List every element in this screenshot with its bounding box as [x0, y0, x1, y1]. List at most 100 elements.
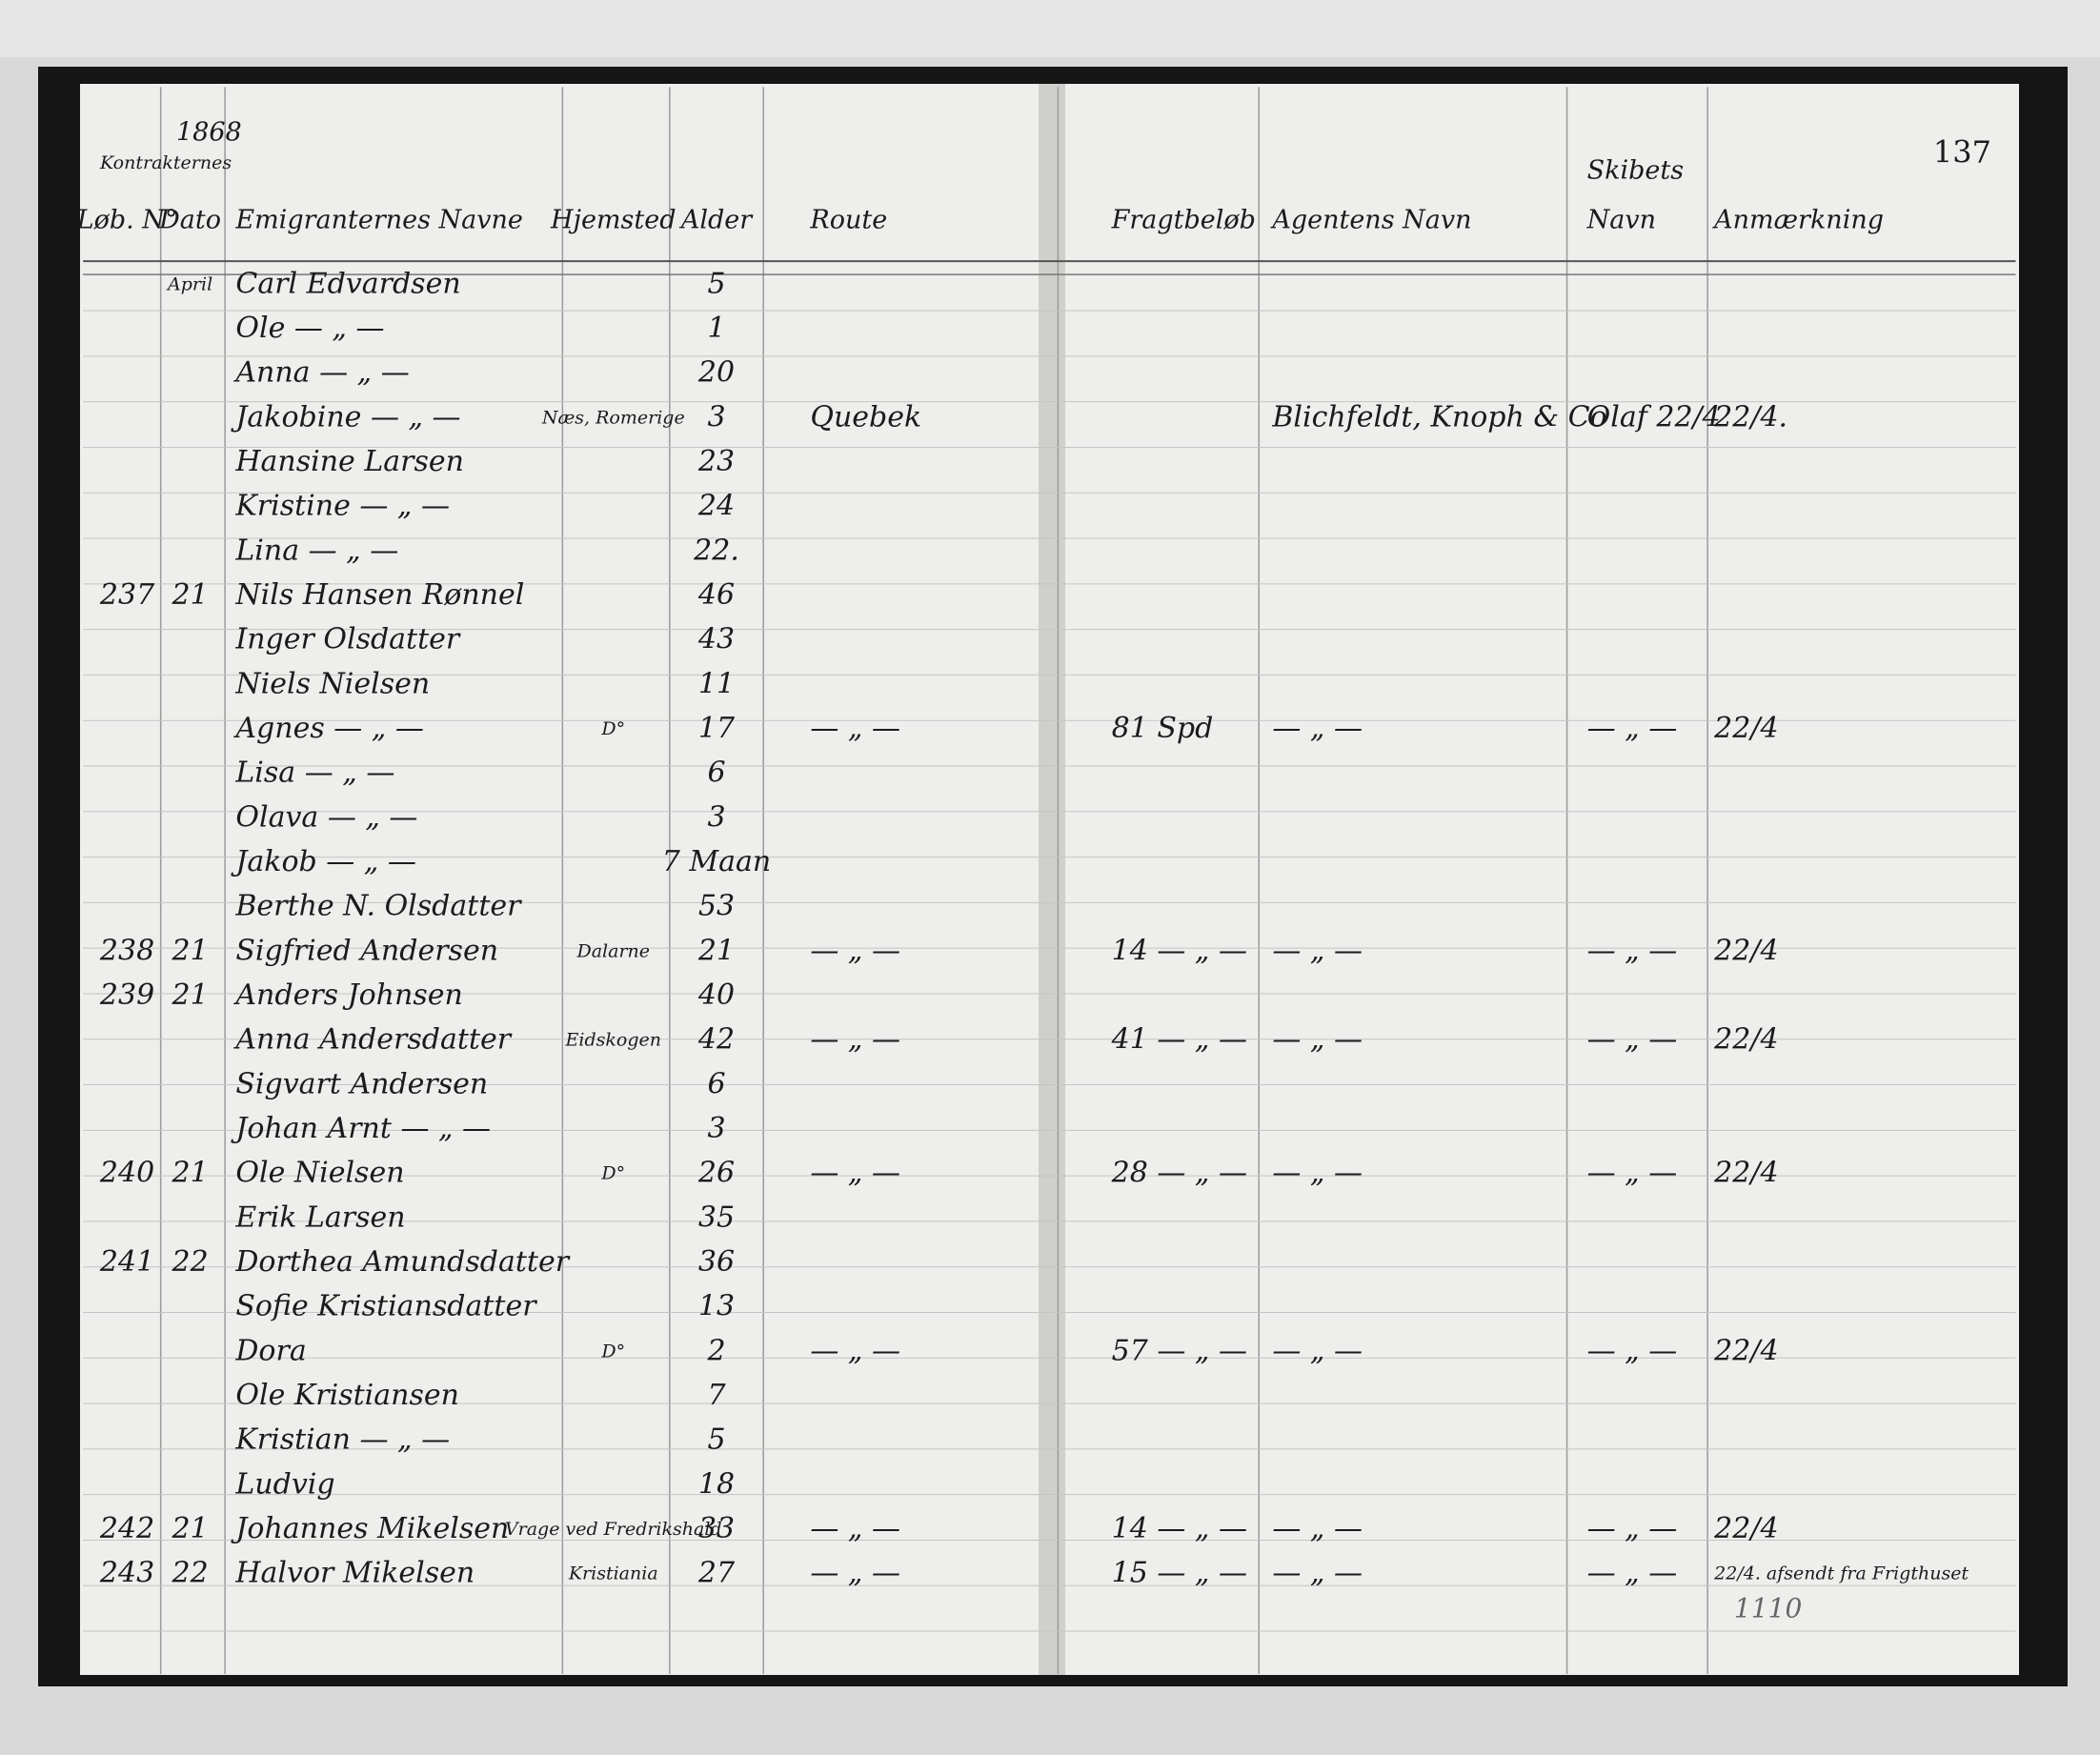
cell-age: 6: [707, 1067, 725, 1100]
cell-agent: Blichfeldt, Knoph & Co: [1271, 400, 1606, 434]
cell-age: 21: [697, 934, 735, 967]
cell-ship: — „ —: [1587, 1157, 1678, 1190]
cell-remarks: 22/4: [1713, 1512, 1778, 1545]
cell-name: Kristian — „ —: [234, 1423, 450, 1457]
cell-age: 11: [698, 667, 735, 700]
cell-home: Dalarne: [576, 940, 651, 961]
cell-name: Nils Hansen Rønnel: [234, 578, 524, 612]
year: 1868: [176, 118, 242, 148]
cell-name: Olava — „ —: [235, 800, 417, 834]
column-header: Agentens Navn: [1269, 205, 1471, 234]
cell-remarks: 22/4: [1713, 934, 1778, 967]
cell-name: Halvor Mikelsen: [234, 1557, 475, 1590]
cell-route: — „ —: [810, 1557, 900, 1590]
cell-name: Niels Nielsen: [234, 667, 430, 700]
cell-freight: 15 — „ —: [1112, 1557, 1247, 1590]
top-strip: [0, 0, 2100, 57]
cell-route: — „ —: [810, 1157, 900, 1190]
cell-remarks: 22/4.: [1713, 400, 1787, 434]
cell-date: April: [166, 273, 212, 294]
page-number: 137: [1933, 134, 1991, 171]
cell-ship: — „ —: [1587, 1023, 1678, 1057]
pencil-note: 1110: [1734, 1593, 1802, 1624]
cell-name: Hansine Larsen: [234, 445, 464, 478]
cell-name: Sofie Kristiansdatter: [235, 1290, 537, 1323]
cell-name: Kristine — „ —: [234, 490, 450, 523]
cell-route: — „ —: [810, 1023, 900, 1057]
cell-route: — „ —: [810, 1334, 900, 1367]
cell-freight: 28 — „ —: [1111, 1157, 1247, 1190]
cell-age: 5: [707, 1423, 725, 1457]
cell-name: Dora: [234, 1334, 306, 1367]
cell-age: 5: [707, 267, 725, 300]
cell-freight: 57 — „ —: [1112, 1334, 1247, 1367]
cell-age: 3: [707, 1112, 725, 1145]
column-header: Anmærkning: [1711, 205, 1884, 234]
cell-agent: — „ —: [1272, 934, 1363, 967]
column-header: Emigranternes Navne: [234, 205, 523, 234]
column-header: Skibets: [1587, 155, 1684, 185]
cell-name: Carl Edvardsen: [235, 267, 460, 300]
cell-remarks: 22/4. afsendt fra Frigthuset: [1713, 1563, 1969, 1584]
cell-route: — „ —: [810, 712, 900, 745]
cell-agent: — „ —: [1272, 1557, 1363, 1590]
cell-agent: — „ —: [1272, 1157, 1363, 1190]
cell-freight: 14 — „ —: [1112, 1512, 1247, 1545]
cell-home: Vrage ved Fredrikshald: [505, 1519, 722, 1540]
cell-agent: — „ —: [1272, 712, 1363, 745]
cell-age: 33: [698, 1512, 735, 1545]
cell-freight: 41 — „ —: [1111, 1023, 1247, 1057]
column-header: Fragtbeløb: [1111, 205, 1256, 234]
cell-home: D°: [600, 1163, 625, 1184]
cell-date: 22: [172, 1557, 209, 1590]
cell-ship: — „ —: [1587, 934, 1678, 967]
cell-name: Erik Larsen: [234, 1200, 405, 1234]
cell-home: Næs, Romerige: [541, 407, 685, 428]
cell-remarks: 22/4: [1713, 1334, 1778, 1367]
cell-age: 23: [697, 445, 735, 478]
cell-name: Johan Arnt — „ —: [230, 1112, 491, 1145]
cell-age: 46: [697, 578, 735, 612]
cell-age: 40: [697, 978, 735, 1012]
cell-ship: — „ —: [1587, 1512, 1678, 1545]
ruling: [83, 87, 2016, 1675]
cell-age: 20: [697, 356, 735, 390]
cell-lot: 242: [99, 1512, 154, 1545]
column-header: Dato: [158, 205, 221, 234]
cell-route: — „ —: [810, 934, 900, 967]
cell-name: Sigvart Andersen: [235, 1067, 488, 1100]
cell-lot: 240: [99, 1157, 154, 1190]
cell-age: 17: [698, 712, 736, 745]
cell-age: 1: [707, 312, 725, 345]
cell-freight: 14 — „ —: [1112, 934, 1247, 967]
cell-home: Kristiania: [568, 1563, 658, 1584]
cell-age: 22.: [693, 534, 739, 567]
cell-name: Jakob — „ —: [230, 845, 416, 878]
cell-age: 35: [698, 1200, 735, 1234]
cell-lot: 238: [99, 934, 154, 967]
cell-home: D°: [600, 718, 625, 739]
cell-remarks: 22/4: [1713, 1023, 1778, 1057]
cell-age: 3: [707, 400, 725, 434]
cell-agent: — „ —: [1272, 1023, 1363, 1057]
column-header: Alder: [678, 205, 754, 234]
cell-age: 26: [697, 1157, 735, 1190]
cell-ship: — „ —: [1587, 1334, 1678, 1367]
cell-route: — „ —: [810, 1512, 900, 1545]
cell-ship: — „ —: [1587, 712, 1678, 745]
cell-age: 18: [698, 1467, 735, 1501]
cell-name: Ludvig: [234, 1467, 334, 1501]
cell-name: Ole Kristiansen: [235, 1379, 459, 1412]
cell-age: 53: [698, 890, 735, 923]
column-header: Hjemsted: [550, 205, 676, 234]
cell-agent: — „ —: [1272, 1334, 1363, 1367]
cell-ship: Olaf 22/4: [1587, 400, 1721, 434]
cell-age: 2: [706, 1334, 725, 1367]
cell-lot: 243: [99, 1557, 154, 1590]
cell-name: Ole — „ —: [235, 312, 384, 345]
cell-route: Quebek: [810, 400, 921, 434]
spine: [1039, 84, 1065, 1675]
cell-name: Lisa — „ —: [234, 756, 394, 790]
